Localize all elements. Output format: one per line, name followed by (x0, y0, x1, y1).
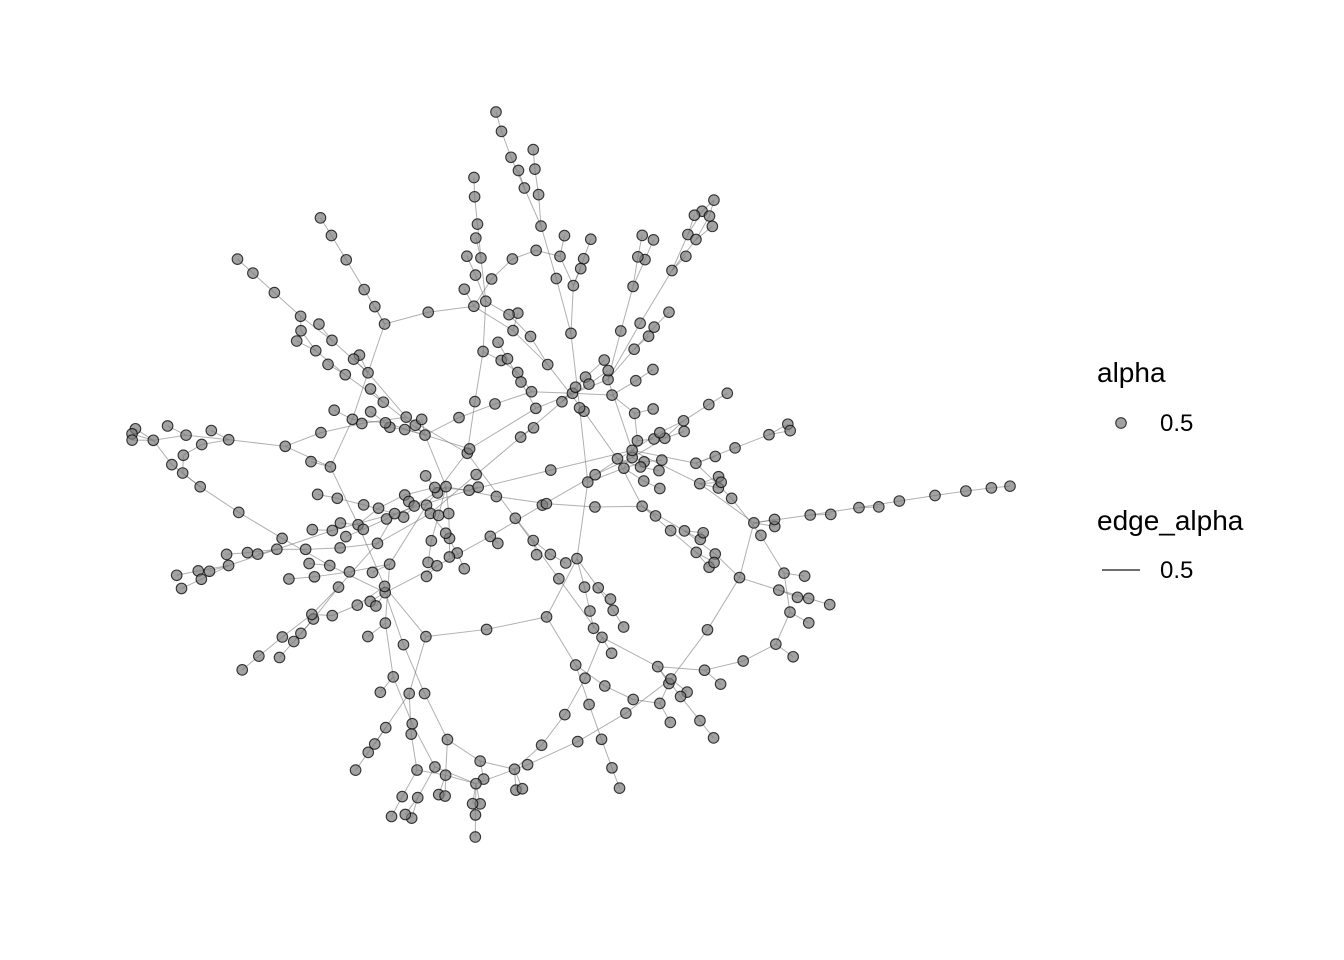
svg-text:alpha: alpha (1097, 357, 1166, 388)
svg-text:edge_alpha: edge_alpha (1097, 505, 1244, 536)
svg-text:0.5: 0.5 (1160, 557, 1193, 584)
svg-text:0.5: 0.5 (1160, 410, 1193, 437)
